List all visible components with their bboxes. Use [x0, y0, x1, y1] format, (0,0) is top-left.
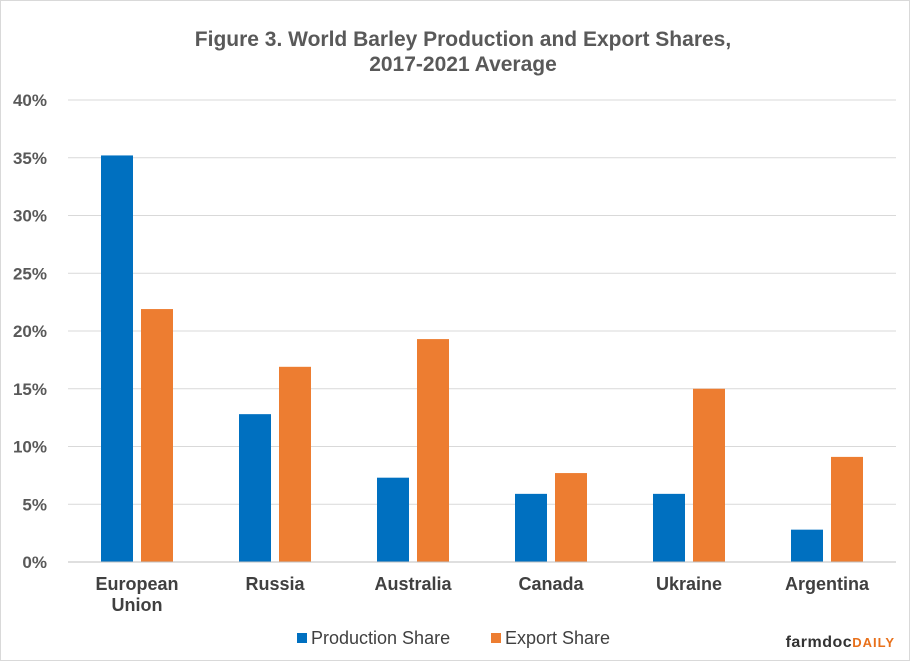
y-axis: 0% 5% 10% 15% 20% 25% 30% 35% 40% — [13, 91, 47, 572]
legend-swatch — [491, 633, 501, 643]
y-tick-label: 10% — [13, 438, 47, 457]
bar-export — [555, 473, 587, 562]
y-tick-label: 5% — [22, 495, 47, 514]
x-category-label: Ukraine — [656, 574, 722, 594]
legend-swatch — [297, 633, 307, 643]
bars — [101, 155, 863, 562]
bar-production — [791, 529, 823, 562]
farmdoc-daily-logo: farmdocDAILY — [786, 634, 895, 652]
y-tick-label: 40% — [13, 91, 47, 110]
x-category-label: Union — [112, 595, 163, 615]
y-tick-label: 25% — [13, 264, 47, 283]
x-category-label: Australia — [374, 574, 452, 594]
y-tick-label: 20% — [13, 322, 47, 341]
bar-production — [515, 493, 547, 562]
bar-export — [831, 456, 863, 562]
legend-label: Production Share — [311, 628, 450, 648]
bar-export — [417, 339, 449, 562]
chart-title: Figure 3. World Barley Production and Ex… — [195, 28, 731, 51]
gridlines — [68, 99, 896, 505]
bar-export — [693, 388, 725, 562]
bar-production — [653, 493, 685, 562]
y-tick-label: 30% — [13, 207, 47, 226]
y-tick-label: 0% — [22, 553, 47, 572]
x-category-label: Argentina — [785, 574, 870, 594]
bar-export — [279, 366, 311, 562]
logo-accent: DAILY — [852, 635, 895, 650]
bar-production — [377, 477, 409, 562]
x-category-label: Canada — [518, 574, 584, 594]
logo-main: farmdoc — [785, 634, 853, 651]
x-category-label: Russia — [245, 574, 305, 594]
y-tick-label: 35% — [13, 149, 47, 168]
legend: Production Share Export Share — [297, 628, 610, 648]
chart-subtitle: 2017-2021 Average — [369, 53, 557, 76]
x-category-label: European — [95, 574, 178, 594]
legend-label: Export Share — [505, 628, 610, 648]
y-tick-label: 15% — [13, 380, 47, 399]
bar-production — [239, 414, 271, 562]
bar-export — [141, 309, 173, 562]
bar-production — [101, 155, 133, 562]
